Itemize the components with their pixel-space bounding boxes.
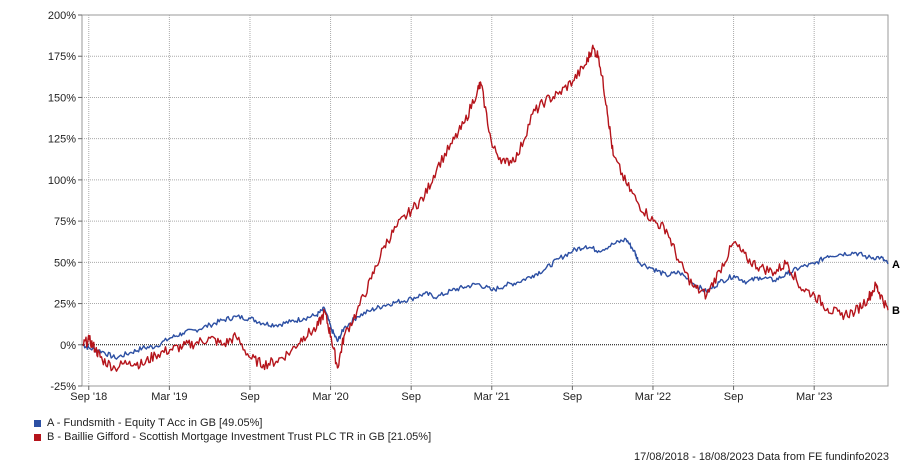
x-tick-label: Mar '23 — [796, 391, 832, 403]
y-tick-label: 25% — [54, 299, 76, 311]
legend-label-a: A - Fundsmith - Equity T Acc in GB [49.0… — [47, 417, 263, 429]
legend-swatch-b — [34, 433, 41, 441]
chart-area: -25% 0% 25% 50% 75% 100% 125% 150% 175% 200% Sep … — [48, 10, 900, 403]
legend: A - Fundsmith - Equity T Acc in GB [49.0… — [34, 416, 431, 444]
y-tick-label: 50% — [54, 257, 76, 269]
series-line-a — [82, 237, 889, 360]
legend-item-a[interactable]: A - Fundsmith - Equity T Acc in GB [49.0… — [34, 416, 431, 430]
series-end-label-a: A — [892, 259, 900, 271]
y-tick-label: 200% — [48, 10, 76, 22]
x-tick-label: Sep '18 — [70, 391, 107, 403]
y-tick-label: 150% — [48, 92, 76, 104]
x-tick-label: Sep — [563, 391, 583, 403]
x-tick-label: Mar '21 — [474, 391, 510, 403]
legend-item-b[interactable]: B - Baillie Gifford - Scottish Mortgage … — [34, 430, 431, 444]
x-tick-label: Sep — [401, 391, 421, 403]
x-tick-label: Mar '19 — [151, 391, 187, 403]
plot-frame — [81, 14, 889, 387]
x-tick-label: Mar '20 — [312, 391, 348, 403]
series-line-b — [82, 44, 889, 372]
y-axis: -25% 0% 25% 50% 75% 100% 125% 150% 175% 200% — [48, 10, 82, 393]
series-end-labels: AB — [892, 259, 900, 317]
y-tick-label: 175% — [48, 51, 76, 63]
data-source-footer: 17/08/2018 - 18/08/2023 Data from FE fun… — [633, 451, 889, 463]
x-tick-label: Mar '22 — [635, 391, 671, 403]
series-lines — [82, 44, 889, 372]
y-tick-label: 100% — [48, 175, 76, 187]
y-tick-label: 0% — [60, 340, 76, 352]
x-tick-label: Sep — [724, 391, 744, 403]
y-tick-label: 125% — [48, 134, 76, 146]
legend-swatch-a — [34, 419, 41, 427]
y-tick-label: -25% — [50, 381, 76, 393]
x-tick-label: Sep — [240, 391, 260, 403]
x-axis: Sep '18 Mar '19 Sep Mar '20 Sep Mar '21 Sep Mar… — [70, 386, 832, 403]
series-end-label-b: B — [892, 305, 900, 317]
y-tick-label: 75% — [54, 216, 76, 228]
gridlines — [81, 14, 889, 387]
legend-label-b: B - Baillie Gifford - Scottish Mortgage … — [47, 431, 432, 443]
